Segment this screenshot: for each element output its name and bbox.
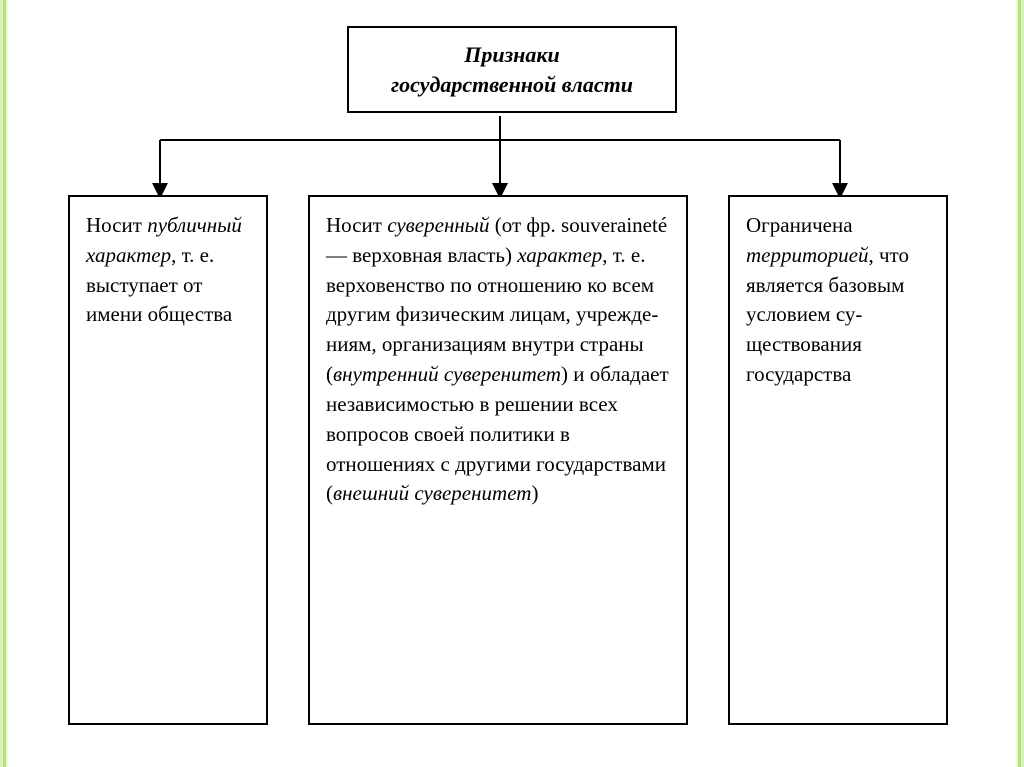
feature-box-public: Носит публич­ный харак­тер, т. е. вы­сту… bbox=[68, 195, 268, 725]
title-line1: Признаки bbox=[464, 42, 560, 67]
stripe bbox=[6, 0, 8, 767]
feature-box-territory: Ограничена территори­ей, что явля­ется б… bbox=[728, 195, 948, 725]
emphasis-text: внутренний суверенитет bbox=[333, 362, 561, 386]
body-text: Ограничена bbox=[746, 213, 853, 237]
stripe bbox=[1018, 0, 1021, 767]
emphasis-text: характер bbox=[517, 243, 602, 267]
body-text: Носит bbox=[86, 213, 147, 237]
slide-border-right bbox=[1016, 0, 1024, 767]
emphasis-text: суверенный bbox=[387, 213, 489, 237]
title-box: Признаки государственной власти bbox=[347, 26, 677, 113]
body-text: Носит bbox=[326, 213, 387, 237]
emphasis-text: внешний суверенитет bbox=[333, 481, 531, 505]
title-line2: государственной власти bbox=[391, 72, 633, 97]
body-text: ) bbox=[531, 481, 538, 505]
feature-box-sovereign: Носит суверенный (от фр. souveraineté — … bbox=[308, 195, 688, 725]
connector-group bbox=[160, 116, 840, 193]
slide-border-left bbox=[0, 0, 8, 767]
stripe bbox=[1016, 0, 1018, 767]
emphasis-text: территори­ей bbox=[746, 243, 868, 267]
